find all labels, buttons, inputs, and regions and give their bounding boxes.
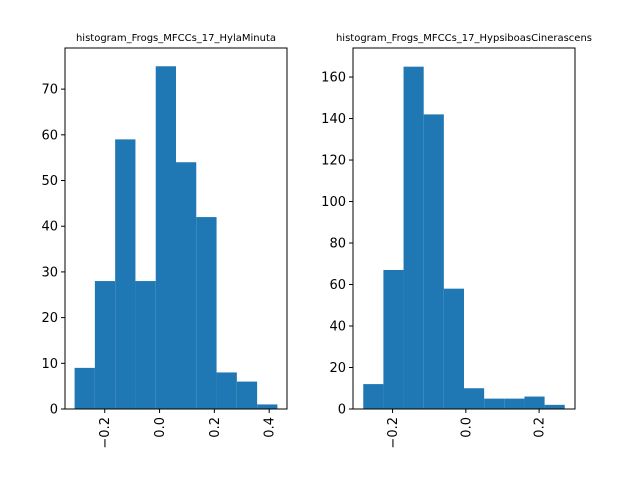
right-x-tick-label: 0.2 [533, 417, 548, 438]
right-y-tick-label: 20 [329, 361, 346, 376]
left-y-tick-label: 30 [41, 265, 58, 280]
left-y-tick-label: 0 [50, 403, 58, 418]
right-y-tick-label: 160 [321, 71, 346, 86]
left-x-tick-label: 0.0 [153, 417, 168, 438]
right-y-tick-label: 40 [329, 320, 346, 335]
left-y-tick-label: 40 [41, 220, 58, 235]
left-histogram-bar [176, 162, 197, 409]
right-histogram-bar [443, 288, 464, 409]
right-y-tick-label: 60 [329, 278, 346, 293]
left-x-tick-label: −0.2 [98, 417, 113, 449]
left-histogram-bar [216, 372, 237, 409]
left-y-tick-label: 50 [41, 174, 58, 189]
right-y-tick-label: 120 [321, 154, 346, 169]
left-x-tick-label: 0.2 [208, 417, 223, 438]
left-panel-title: histogram_Frogs_MFCCs_17_HylaMinuta [76, 33, 276, 44]
left-y-tick-label: 10 [41, 357, 58, 372]
right-bars [363, 66, 565, 410]
left-histogram-bar [196, 217, 217, 409]
right-histogram-bar [484, 398, 505, 409]
left-y-axis-ticks: 0 10 20 30 40 50 60 70 [41, 83, 65, 418]
right-histogram-bar [504, 398, 525, 409]
right-histogram-bar [524, 396, 545, 409]
right-y-tick-label: 140 [321, 112, 346, 127]
right-y-axis-ticks: 0 20 40 60 80 100 120 140 160 [321, 71, 353, 418]
left-histogram-bar [74, 367, 95, 409]
right-y-tick-label: 100 [321, 195, 346, 210]
right-x-axis-ticks: −0.2 0.0 0.2 [386, 409, 548, 449]
right-histogram-panel: histogram_Frogs_MFCCs_17_HypsiboasCinera… [321, 33, 592, 449]
right-histogram-bar [544, 404, 565, 409]
right-histogram-bar [423, 114, 444, 409]
left-x-tick-label: 0.4 [263, 417, 278, 438]
left-plot-frame [64, 47, 288, 410]
right-histogram-bar [363, 384, 384, 409]
left-histogram-bar [94, 281, 116, 409]
left-y-tick-label: 70 [41, 83, 58, 98]
left-x-axis-ticks: −0.2 0.0 0.2 0.4 [98, 409, 278, 449]
left-histogram-bar [257, 404, 278, 409]
left-y-tick-label: 20 [41, 311, 58, 326]
right-y-tick-label: 0 [338, 403, 346, 418]
right-histogram-bar [403, 66, 424, 410]
left-bars [74, 66, 278, 409]
right-x-tick-label: 0.0 [459, 417, 474, 438]
right-y-tick-label: 80 [329, 237, 346, 252]
left-histogram-panel: histogram_Frogs_MFCCs_17_HylaMinuta −0.2… [41, 33, 288, 449]
left-histogram-bar [236, 381, 258, 409]
left-histogram-bar [155, 66, 176, 409]
left-y-tick-label: 60 [41, 128, 58, 143]
left-histogram-bar [115, 139, 136, 409]
right-panel-title: histogram_Frogs_MFCCs_17_HypsiboasCinera… [336, 33, 592, 44]
right-plot-frame [352, 47, 576, 410]
right-histogram-bar [383, 269, 404, 409]
right-x-tick-label: −0.2 [386, 417, 401, 449]
right-histogram-bar [464, 388, 485, 409]
left-histogram-bar [135, 281, 156, 409]
